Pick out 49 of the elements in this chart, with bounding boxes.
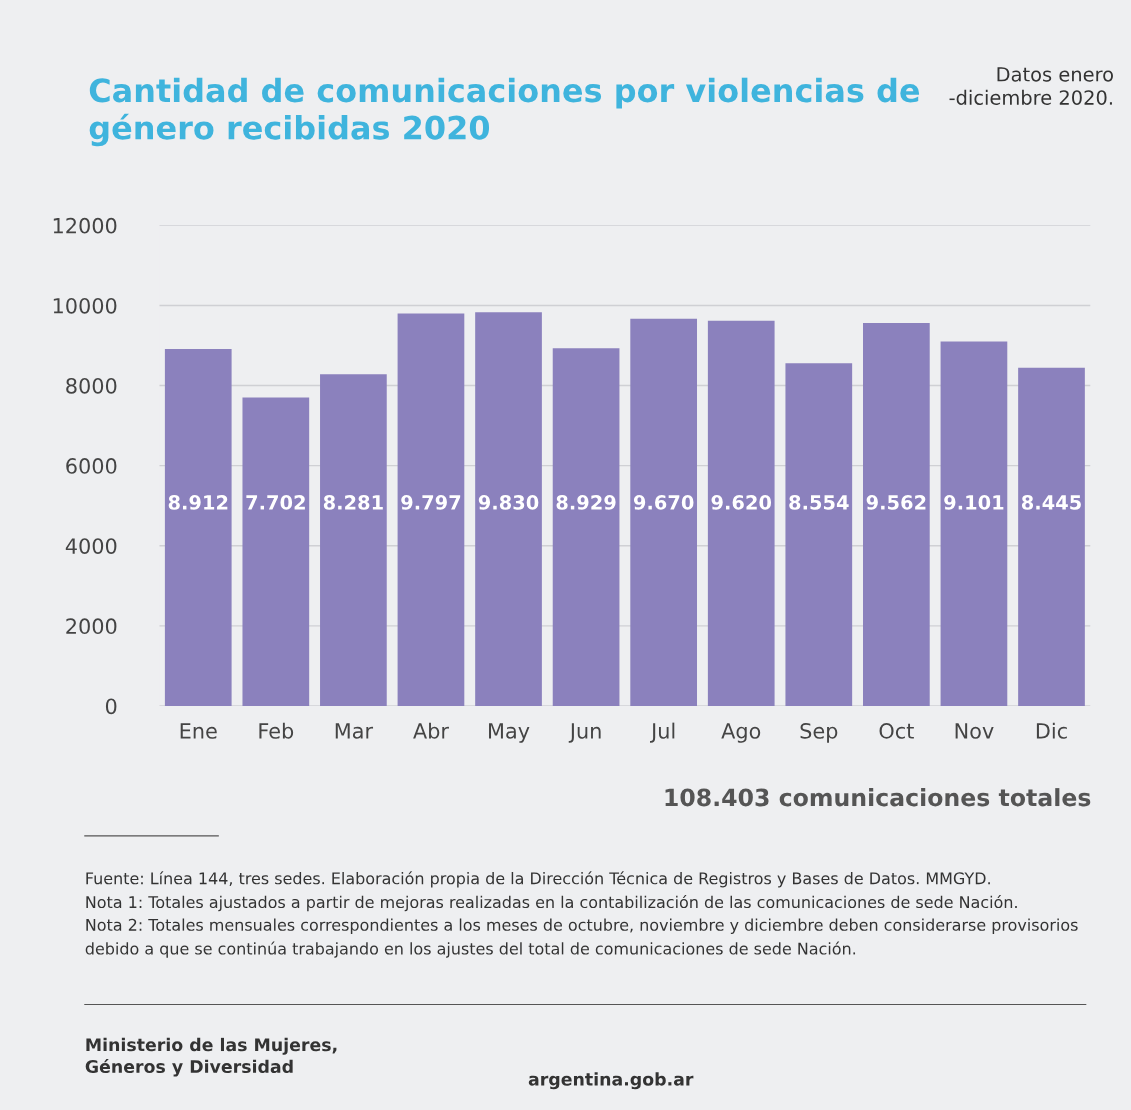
data-label: 8.929 [556, 495, 616, 510]
y-tick-label: 6000 [66, 458, 117, 474]
bar [242, 397, 310, 706]
data-label: 9.620 [711, 495, 772, 510]
chart-title: Cantidad de comunicaciones por violencias de género recibidas 2020 [89, 77, 920, 147]
data-label: 8.281 [323, 495, 383, 510]
x-tick-label: Feb [259, 722, 294, 739]
x-tick-label: Sep [800, 722, 838, 743]
x-tick-label: Ene [180, 723, 217, 739]
bar [630, 318, 698, 706]
bar [707, 320, 775, 706]
x-tick-label: Mar [335, 723, 374, 739]
text: argentina.gob.ar [528, 1072, 694, 1090]
y-tick-label: 8000 [66, 377, 117, 394]
y-tick-label: 10000 [53, 297, 117, 314]
x-tick-label: Oct [879, 722, 914, 739]
data-label: 9.101 [944, 495, 1004, 510]
y-tick-label: 12000 [53, 217, 117, 234]
bar [475, 312, 542, 706]
x-tick-label: Nov [955, 723, 994, 739]
x-tick-label: Jul [650, 722, 675, 743]
y-tick-label: 2000 [66, 618, 117, 635]
bar [164, 349, 232, 706]
data-label: 8.554 [789, 495, 849, 510]
x-tick-label: Dic [1036, 722, 1067, 739]
data-label: 8.912 [168, 495, 228, 510]
bar [940, 341, 1008, 706]
x-tick-label: May [489, 723, 530, 743]
text: Ministerio de las Mujeres, Géneros y Diversidad [85, 1037, 337, 1077]
bar [397, 313, 465, 706]
data-label: 7.702 [246, 495, 305, 510]
x-tick-label: Abr [413, 722, 449, 739]
data-label: 8.445 [1021, 495, 1081, 510]
y-tick-label: 0 [105, 698, 117, 715]
data-label: 9.830 [478, 495, 539, 510]
text: Datos enero -diciembre 2020. [949, 67, 1113, 105]
data-label: 9.797 [401, 495, 461, 510]
x-tick-label: Jun [568, 723, 601, 743]
source-note: Fuente: Línea 144, tres sedes. Elaboración propia de la Dirección Técnica de Registros y Bases de Datos. MMGYD. Nota 1: Totales ajustados a partir de mejoras realizadas en la contabilización de las comunicaciones de sede Nación. Nota 2: Totales mensuales correspondientes a los meses de octubre, noviembre y diciembre deben considerarse provisorios debido a que se continúa trabajando en los ajustes del total de comunicaciones de sede Nación. [85, 871, 1078, 958]
data-label: 9.562 [866, 495, 926, 510]
bar [863, 322, 930, 706]
text: 108.403 comunicaciones totales [665, 788, 1091, 807]
bar [552, 348, 620, 706]
bar [785, 363, 853, 706]
x-tick-label: Ago [721, 723, 761, 743]
bar [1018, 367, 1085, 706]
y-tick-label: 4000 [65, 538, 117, 554]
bar [320, 374, 387, 706]
data-label: 9.670 [633, 495, 694, 510]
